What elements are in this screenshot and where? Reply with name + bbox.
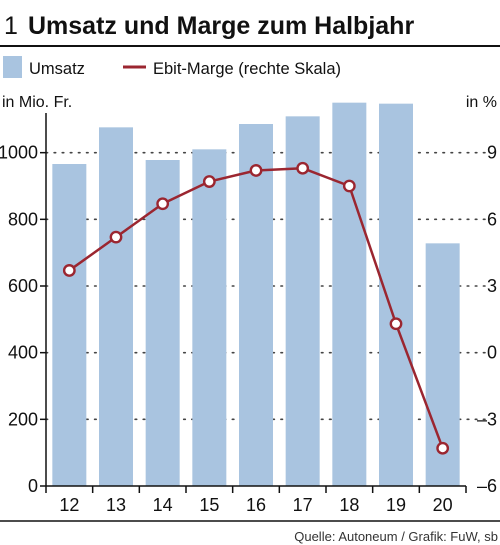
- left-tick-label-1000: 1000: [0, 143, 38, 163]
- line-ebit-marge: [62, 161, 450, 455]
- bar-umsatz-14: [145, 160, 180, 486]
- legend-swatch-umsatz: [3, 56, 22, 78]
- chart-title: Umsatz und Marge zum Halbjahr: [28, 12, 414, 40]
- x-tick-label-13: 13: [106, 495, 126, 515]
- bar-umsatz-13: [99, 127, 133, 486]
- x-axis-ticks: 12 13 14 15 16 17 18 19 20: [45, 486, 467, 515]
- left-axis-ticks: 0 200 400 600 800 1000: [0, 143, 46, 496]
- point-ebit-marge-19: [389, 317, 403, 331]
- point-ebit-marge-16: [249, 164, 263, 177]
- x-tick-label-19: 19: [386, 495, 406, 515]
- chart-number: 1: [4, 12, 18, 40]
- left-tick-label-200: 200: [8, 409, 38, 429]
- bar-umsatz-18: [332, 102, 367, 487]
- x-tick-label-12: 12: [59, 495, 79, 515]
- right-tick-label-0: –6: [477, 476, 497, 496]
- point-ebit-marge-17: [296, 161, 310, 175]
- left-tick-label-0: 0: [28, 476, 38, 496]
- right-tick-label-3: 3: [487, 276, 497, 296]
- bar-umsatz-19: [379, 103, 413, 487]
- point-ebit-marge-13: [109, 230, 123, 244]
- bar-umsatz-12: [52, 164, 87, 486]
- x-tick-label-14: 14: [153, 495, 173, 515]
- right-tick-label-4: 6: [487, 209, 497, 229]
- x-tick-label-20: 20: [433, 495, 453, 515]
- left-tick-label-400: 400: [8, 343, 38, 363]
- point-ebit-marge-12: [62, 264, 76, 277]
- x-tick-label-15: 15: [199, 495, 219, 515]
- right-tick-label-1: –3: [477, 409, 497, 429]
- bar-umsatz-15: [192, 149, 227, 487]
- point-ebit-marge-18: [342, 179, 356, 193]
- left-tick-label-800: 800: [8, 209, 38, 229]
- legend: Umsatz Ebit-Marge (rechte Skala): [3, 56, 341, 78]
- point-ebit-marge-14: [156, 197, 170, 211]
- legend-label-umsatz: Umsatz: [29, 60, 85, 78]
- x-tick-label-17: 17: [293, 495, 313, 515]
- point-ebit-marge-20: [436, 441, 450, 455]
- x-tick-label-18: 18: [339, 495, 359, 515]
- bar-umsatz-17: [285, 116, 320, 486]
- right-tick-label-2: 0: [487, 343, 497, 363]
- bars-umsatz: [52, 102, 460, 487]
- source-note: Quelle: Autoneum / Grafik: FuW, sb: [294, 529, 498, 544]
- left-tick-label-600: 600: [8, 276, 38, 296]
- x-tick-label-16: 16: [246, 495, 266, 515]
- bar-umsatz-16: [239, 124, 273, 486]
- point-ebit-marge-15: [202, 175, 216, 188]
- right-axis-ticks: –6 –3 0 3 6 9: [477, 143, 497, 496]
- legend-label-ebit-marge: Ebit-Marge (rechte Skala): [153, 60, 341, 78]
- right-axis-unit: in %: [466, 94, 497, 111]
- right-tick-label-5: 9: [487, 143, 497, 163]
- left-axis-unit: in Mio. Fr.: [2, 94, 72, 111]
